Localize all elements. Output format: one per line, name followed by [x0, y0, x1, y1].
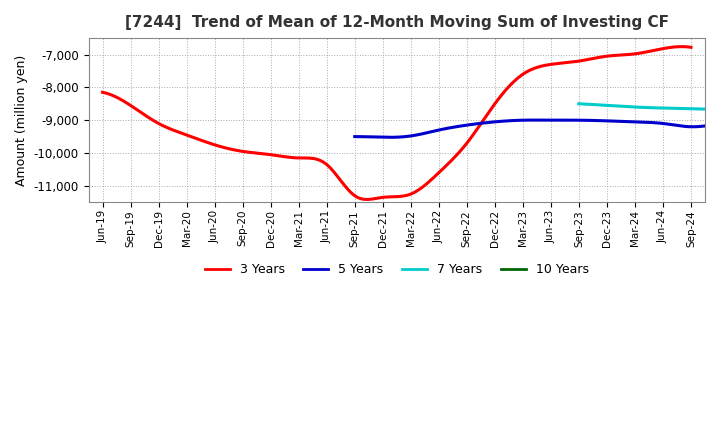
5 Years [705, 123, 714, 128]
7 Years [701, 106, 710, 112]
3 Years [677, 44, 685, 49]
7 Years [657, 105, 666, 110]
5 Years [714, 121, 720, 127]
3 Years [451, 154, 459, 160]
7 Years [660, 106, 669, 111]
5 Years [351, 134, 359, 139]
5 Years [529, 117, 538, 123]
3 Years [687, 45, 696, 50]
Line: 7 Years: 7 Years [579, 104, 719, 110]
3 Years [98, 90, 107, 95]
7 Years [658, 106, 667, 111]
3 Years [100, 90, 109, 95]
7 Years [575, 101, 584, 106]
3 Years [449, 156, 457, 161]
Legend: 3 Years, 5 Years, 7 Years, 10 Years: 3 Years, 5 Years, 7 Years, 10 Years [199, 258, 594, 282]
3 Years [460, 143, 469, 148]
3 Years [596, 55, 605, 60]
Line: 5 Years: 5 Years [355, 120, 720, 137]
5 Years [703, 123, 711, 128]
Y-axis label: Amount (million yen): Amount (million yen) [15, 55, 28, 186]
5 Years [352, 134, 361, 139]
7 Years [693, 106, 701, 111]
3 Years [634, 51, 642, 56]
7 Years [575, 101, 583, 106]
Line: 3 Years: 3 Years [102, 47, 691, 199]
Title: [7244]  Trend of Mean of 12-Month Moving Sum of Investing CF: [7244] Trend of Mean of 12-Month Moving … [125, 15, 669, 30]
7 Years [715, 107, 720, 112]
5 Years [384, 135, 392, 140]
3 Years [362, 197, 371, 202]
